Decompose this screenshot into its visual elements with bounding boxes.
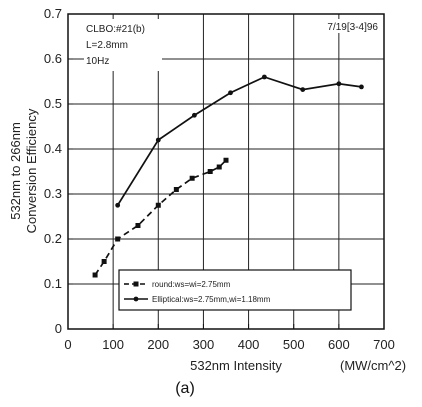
- legend-label-elliptical: Elliptical:ws=2.75mm,wi=1.18mm: [152, 295, 271, 304]
- legend: round:ws=wi=2.75mm Elliptical:ws=2.75mm,…: [118, 269, 352, 311]
- series-0-point-1: [101, 259, 107, 264]
- series-1-point-7: [359, 84, 364, 90]
- date-note: 7/19[3-4]96: [327, 22, 378, 33]
- x-tick-label-100: 100: [102, 337, 124, 352]
- series-1-point-4: [261, 74, 267, 80]
- y-tick-label-0.2: 0.2: [44, 231, 62, 246]
- series-0-point-4: [155, 202, 161, 208]
- series-line-0: [94, 159, 227, 276]
- annotation-line-1: CLBO:#21(b): [86, 24, 145, 35]
- x-tick-label-500: 500: [283, 337, 305, 352]
- x-axis-unit: (MW/cm^2): [340, 358, 406, 373]
- legend-label-round: round:ws=wi=2.75mm: [152, 280, 231, 289]
- x-axis-label: 532nm Intensity: [190, 358, 282, 373]
- series-0-point-8: [216, 164, 222, 170]
- y-tick-label-0.3: 0.3: [44, 186, 62, 201]
- legend-marker-round: [133, 281, 139, 287]
- date-note-bg: [310, 19, 380, 33]
- y-tick-label-0.7: 0.7: [44, 6, 62, 21]
- y-tick-label-0.5: 0.5: [44, 96, 62, 111]
- series-1-point-0: [115, 202, 121, 208]
- legend-marker-elliptical: [133, 296, 139, 302]
- x-tick-label-0: 0: [64, 337, 71, 352]
- y-tick-label-0.4: 0.4: [44, 141, 62, 156]
- plot-frame: [67, 13, 385, 330]
- legend-box: [118, 269, 352, 311]
- x-tick-label-400: 400: [238, 337, 260, 352]
- series-0-point-5: [173, 187, 179, 192]
- series-1-point-6: [336, 81, 342, 87]
- y-tick-label-0.6: 0.6: [44, 51, 62, 66]
- x-tick-label-700: 700: [373, 337, 395, 352]
- series-layer: [92, 74, 364, 278]
- series-line-1: [116, 76, 362, 206]
- series-0-point-2: [115, 236, 121, 242]
- series-0-point-7: [207, 169, 213, 174]
- y-axis-label-line-1: 532nm to 266nm: [8, 122, 23, 220]
- series-0-point-0: [92, 272, 98, 278]
- x-tick-label-600: 600: [328, 337, 350, 352]
- y-axis-label-line-2: Conversion Efficiency: [24, 108, 39, 233]
- series-1-point-2: [192, 112, 197, 118]
- series-1-point-1: [155, 137, 161, 143]
- figure-caption: (a): [175, 380, 195, 397]
- x-tick-label-300: 300: [193, 337, 215, 352]
- series-0-point-3: [135, 223, 141, 228]
- annotation-line-3: 10Hz: [86, 56, 109, 67]
- annotation-box-bg: [84, 19, 162, 71]
- series-1-point-5: [300, 87, 306, 92]
- annotation-line-2: L=2.8mm: [86, 40, 128, 51]
- series-0-point-6: [189, 175, 195, 181]
- series-1-point-3: [228, 90, 233, 96]
- y-tick-label-0: 0: [55, 321, 62, 336]
- x-tick-label-200: 200: [147, 337, 169, 352]
- series-0-point-9: [223, 157, 229, 163]
- y-tick-label-0.1: 0.1: [44, 276, 62, 291]
- tick-labels: 0 100 200 300 400 500 600 700 0 0.1 0.2 0.3 0.4 0.5 0.…: [44, 6, 395, 352]
